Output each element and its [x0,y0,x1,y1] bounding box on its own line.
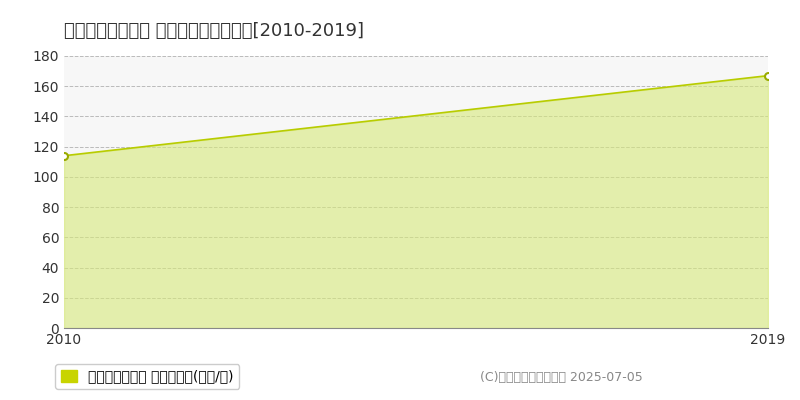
Legend: マンション価格 平均坪単価(万円/坪): マンション価格 平均坪単価(万円/坪) [55,364,239,389]
Text: 川崎市幸区小向町 マンション価格推移[2010-2019]: 川崎市幸区小向町 マンション価格推移[2010-2019] [64,22,364,40]
Text: (C)土地価格ドットコム 2025-07-05: (C)土地価格ドットコム 2025-07-05 [480,371,642,384]
